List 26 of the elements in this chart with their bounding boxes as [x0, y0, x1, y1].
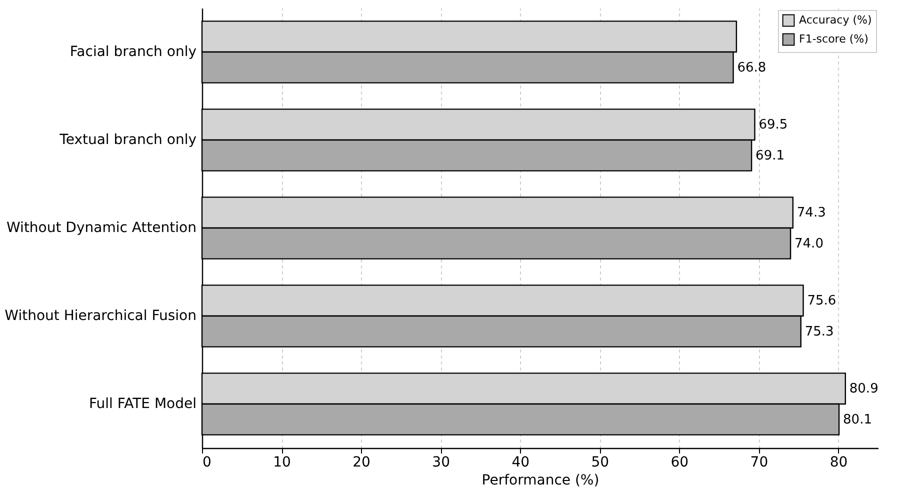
x-tick-label: 80: [830, 454, 848, 470]
data-label: 80.1: [843, 412, 872, 428]
y-tick-label: Full FATE Model: [88, 396, 196, 412]
data-label: 80.9: [849, 382, 878, 397]
y-tick-label: Without Hierarchical Fusion: [4, 308, 196, 324]
data-label: 69.1: [756, 148, 784, 164]
x-tick-label: 60: [670, 454, 689, 470]
legend-label: F1-score (%): [799, 32, 868, 46]
x-tick-label: 10: [273, 454, 291, 470]
data-label: 75.6: [807, 294, 836, 309]
x-tick-label: 50: [591, 454, 610, 470]
data-label: 75.3: [804, 324, 834, 340]
data-label: 74.0: [794, 236, 824, 252]
data-label: 74.3: [796, 206, 826, 221]
x-tick-label: 0: [202, 454, 212, 470]
x-tick-label: 20: [352, 454, 370, 470]
x-axis-title: Performance (%): [482, 472, 600, 488]
data-label: 69.5: [758, 118, 788, 133]
y-tick-label: Without Dynamic Attention: [6, 220, 196, 236]
y-tick-label: Facial branch only: [70, 44, 196, 60]
x-tick-label: 40: [512, 454, 530, 470]
x-tick-label: 70: [750, 454, 768, 470]
y-tick-label: Textual branch only: [58, 132, 196, 148]
legend-label: Accuracy (%): [799, 14, 872, 26]
x-tick-label: 30: [432, 454, 450, 470]
data-label: 66.8: [737, 60, 766, 76]
